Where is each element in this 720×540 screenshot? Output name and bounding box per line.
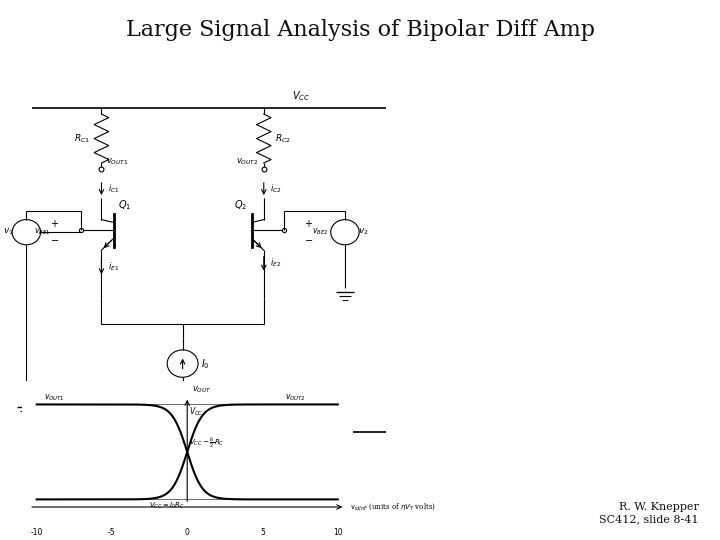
- Text: $v_{OUT}$: $v_{OUT}$: [192, 384, 212, 395]
- Text: Large Signal Analysis of Bipolar Diff Amp: Large Signal Analysis of Bipolar Diff Am…: [125, 19, 595, 41]
- Text: $v_2$: $v_2$: [358, 227, 369, 238]
- Text: $v_{id/nF}$ (units of $\eta V_T$ volts): $v_{id/nF}$ (units of $\eta V_T$ volts): [350, 501, 436, 512]
- Text: $-$: $-$: [50, 234, 59, 245]
- Text: $Q_2$: $Q_2$: [234, 198, 248, 212]
- Text: $-$: $-$: [304, 234, 313, 245]
- Text: $v_{OUT1}$: $v_{OUT1}$: [44, 392, 65, 402]
- Text: $R_{C1}$: $R_{C1}$: [74, 132, 90, 145]
- Text: $+$: $+$: [304, 218, 313, 230]
- Text: $V_{CC}$: $V_{CC}$: [292, 89, 310, 103]
- Text: $v_{OUT2}$: $v_{OUT2}$: [236, 157, 259, 167]
- Text: $v_{OUT1}$: $v_{OUT1}$: [107, 157, 129, 167]
- Text: $v_{BE1}$: $v_{BE1}$: [35, 227, 51, 238]
- Text: $I_0$: $I_0$: [201, 357, 210, 370]
- Text: $+$: $+$: [50, 218, 59, 230]
- Text: $V_{CC} = I_0 R_C$: $V_{CC} = I_0 R_C$: [149, 501, 185, 510]
- Text: $i_{E2}$: $i_{E2}$: [270, 256, 281, 269]
- Text: $i_{E1}$: $i_{E1}$: [107, 260, 119, 273]
- Text: $v_1$: $v_1$: [3, 227, 14, 238]
- Text: $V_{CC}$: $V_{CC}$: [189, 406, 204, 418]
- Text: $i_{C2}$: $i_{C2}$: [270, 183, 282, 195]
- Text: $Q_1$: $Q_1$: [117, 198, 131, 212]
- Text: $v_{OUT2}$: $v_{OUT2}$: [285, 392, 306, 402]
- Text: R. W. Knepper
SC412, slide 8-41: R. W. Knepper SC412, slide 8-41: [599, 502, 698, 524]
- Text: $V_{EE}$: $V_{EE}$: [292, 437, 310, 451]
- Text: $v_{BE2}$: $v_{BE2}$: [312, 227, 329, 238]
- Text: $i_{C1}$: $i_{C1}$: [107, 183, 119, 195]
- Text: $R_{C2}$: $R_{C2}$: [275, 132, 291, 145]
- Text: $V_{CC} - \frac{I_0}{2}R_C$: $V_{CC} - \frac{I_0}{2}R_C$: [189, 436, 225, 451]
